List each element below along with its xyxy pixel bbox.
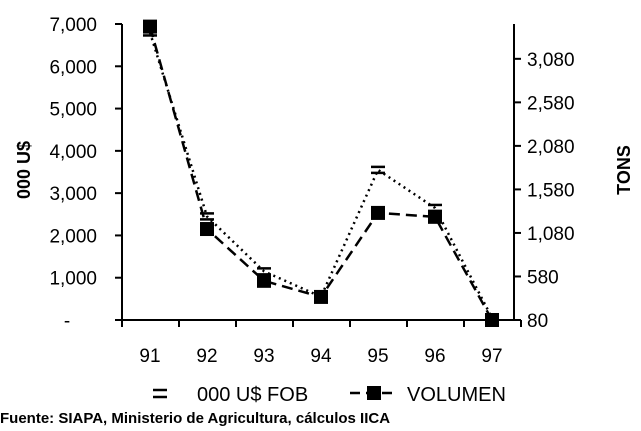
x-tick-label: 94 <box>310 346 332 367</box>
y-right-tick-label: 3,080 <box>527 50 575 71</box>
series-line-fob <box>148 32 494 319</box>
source-note: Fuente: SIAPA, Ministerio de Agricultura… <box>0 410 391 427</box>
legend-volumen-label: VOLUMEN <box>407 384 506 406</box>
series-line-volumen <box>148 26 494 321</box>
y-left-tick-label: 7,000 <box>49 15 97 36</box>
x-axis-ticks: 91 92 93 94 95 96 97 <box>121 320 522 367</box>
left-axis-ticks: 7,000 6,000 5,000 4,000 3,000 2,000 1,000 - <box>49 15 122 332</box>
volumen-point <box>314 289 328 304</box>
y-left-tick-label: 5,000 <box>49 100 97 121</box>
y-left-tick-label: 2,000 <box>49 226 97 247</box>
volumen-point <box>485 313 499 327</box>
right-axis-ticks: 3,080 2,580 2,080 1,580 1,080 580 80 <box>514 50 575 332</box>
volumen-point <box>143 19 157 34</box>
x-tick-label: 91 <box>139 346 160 367</box>
fob-point <box>371 165 385 175</box>
y-left-tick-label: 6,000 <box>49 57 97 78</box>
y-axis-right-title: TONS <box>614 145 634 195</box>
y-axis-left-title: 000 U$ <box>14 141 34 199</box>
volumen-point <box>371 205 385 220</box>
legend-volumen-marker <box>367 386 381 400</box>
x-tick-label: 95 <box>367 346 388 367</box>
y-right-tick-label: 1,080 <box>527 224 575 245</box>
volumen-point <box>200 222 214 237</box>
y-left-tick-label: - <box>64 311 70 332</box>
y-left-tick-label: 1,000 <box>49 269 97 290</box>
axes <box>121 24 515 321</box>
legend-item-fob: 000 U$ FOB <box>153 384 308 406</box>
legend: 000 U$ FOB VOLUMEN <box>153 384 506 406</box>
legend-fob-label: 000 U$ FOB <box>197 384 308 406</box>
x-tick-label: 93 <box>253 346 274 367</box>
volumen-point <box>428 209 442 224</box>
series-layer <box>143 19 499 327</box>
y-left-tick-label: 4,000 <box>49 142 97 163</box>
legend-item-volumen: VOLUMEN <box>350 384 506 406</box>
y-right-tick-label: 1,580 <box>527 180 575 201</box>
y-right-tick-label: 80 <box>527 311 548 332</box>
y-right-tick-label: 2,580 <box>527 93 575 114</box>
y-right-tick-label: 2,080 <box>527 137 575 158</box>
volumen-point <box>257 273 271 288</box>
x-tick-label: 96 <box>424 346 445 367</box>
y-right-tick-label: 580 <box>527 267 559 288</box>
x-tick-label: 97 <box>481 346 502 367</box>
x-tick-label: 92 <box>196 346 217 367</box>
y-left-tick-label: 3,000 <box>49 184 97 205</box>
